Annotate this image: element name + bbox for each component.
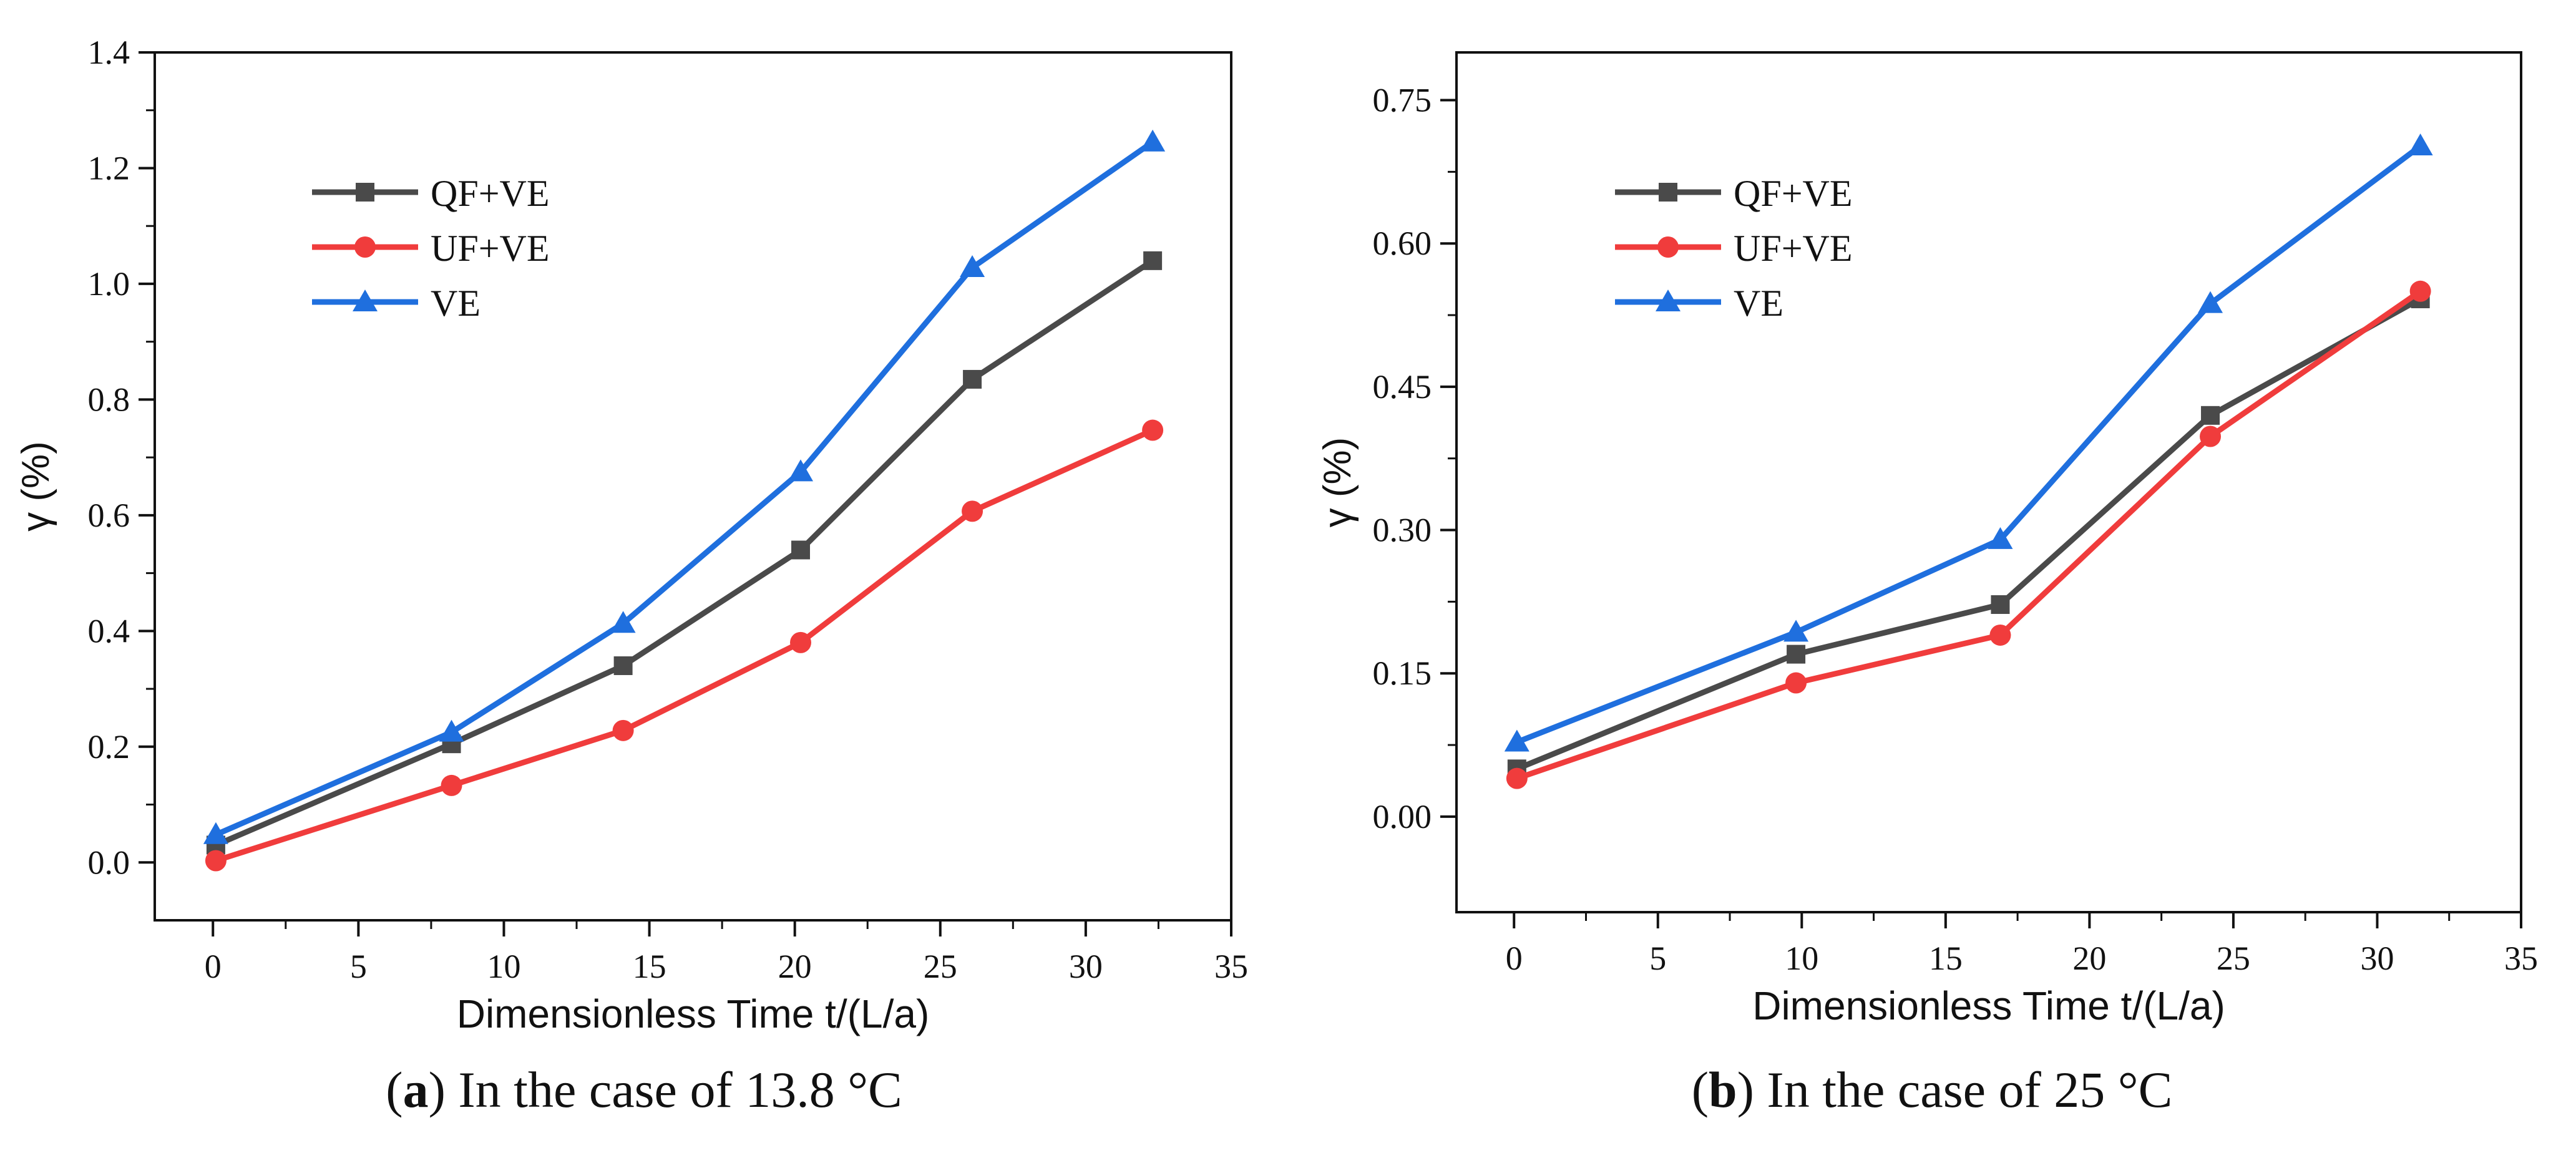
y-tick-label-a-1: 0.2 bbox=[88, 728, 130, 766]
data-point-b-VE-2 bbox=[1988, 527, 2013, 549]
caption-b: (b) In the case of 25 °C bbox=[1691, 1061, 2173, 1118]
x-tick-label-a-1: 5 bbox=[350, 948, 367, 985]
data-point-b-UF+VE-1 bbox=[1785, 672, 1807, 694]
chart-panel-b: 0 5 10 15 20 25 30 35 0.00 0.15 0.30 0.45 0.60 0.75 Di… bbox=[1288, 0, 2576, 1153]
legend-marker-b-1 bbox=[1657, 236, 1679, 258]
series-line-a-VE bbox=[215, 140, 1154, 837]
y-tick-label-a-7: 1.4 bbox=[88, 34, 130, 71]
caption-a-letter: a bbox=[402, 1061, 429, 1118]
y-tick-label-a-3: 0.6 bbox=[88, 497, 130, 534]
data-point-a-UF+VE-3 bbox=[790, 631, 811, 653]
x-tick-label-a-2: 10 bbox=[487, 948, 520, 985]
data-point-b-QF+VE-2 bbox=[1991, 595, 2010, 614]
x-tick-label-a-0: 0 bbox=[205, 948, 222, 985]
data-point-a-VE-0 bbox=[203, 822, 228, 844]
data-point-a-VE-1 bbox=[439, 719, 464, 742]
data-point-a-UF+VE-0 bbox=[205, 850, 227, 872]
y-axis-title-a: γ (%) bbox=[14, 441, 57, 532]
x-tick-label-b-1: 5 bbox=[1649, 940, 1666, 977]
y-tick-label-b-2: 0.30 bbox=[1373, 512, 1432, 549]
series-line-b-QF+VE bbox=[1516, 296, 2422, 772]
data-point-a-QF+VE-5 bbox=[1143, 251, 1163, 270]
chart-b: 0 5 10 15 20 25 30 35 0.00 0.15 0.30 0.45 0.60 0.75 Di… bbox=[1316, 51, 2538, 1028]
x-axis-title-b: Dimensionless Time t/(L/a) bbox=[1752, 983, 2225, 1028]
x-axis-title-a: Dimensionless Time t/(L/a) bbox=[457, 991, 930, 1036]
data-point-b-VE-0 bbox=[1504, 729, 1530, 752]
y-tick-label-b-5: 0.75 bbox=[1373, 82, 1432, 119]
data-point-b-UF+VE-4 bbox=[2409, 280, 2431, 302]
x-tick-label-b-6: 30 bbox=[2360, 940, 2394, 977]
legend-marker-a-2 bbox=[353, 289, 378, 311]
data-point-a-UF+VE-2 bbox=[612, 719, 634, 741]
x-tick-label-b-2: 10 bbox=[1785, 940, 1818, 977]
x-tick-label-a-3: 15 bbox=[633, 948, 666, 985]
data-point-b-UF+VE-3 bbox=[2200, 426, 2222, 447]
x-tick-label-b-7: 35 bbox=[2504, 940, 2538, 977]
data-point-a-UF+VE-1 bbox=[441, 774, 462, 796]
y-tick-label-a-2: 0.4 bbox=[88, 612, 130, 649]
x-tick-label-a-4: 20 bbox=[778, 948, 812, 985]
legend-label-b-2: VE bbox=[1734, 283, 1783, 324]
data-point-a-VE-5 bbox=[1140, 129, 1166, 152]
plot-frame-b bbox=[1455, 51, 2522, 913]
legend-marker-b-2 bbox=[1656, 289, 1681, 311]
caption-b-text: ) In the case of 25 °C bbox=[1737, 1061, 2173, 1118]
y-tick-label-b-0: 0.00 bbox=[1373, 798, 1432, 835]
legend-label-a-0: QF+VE bbox=[431, 173, 550, 214]
legend-label-b-0: QF+VE bbox=[1734, 173, 1853, 214]
x-tick-label-b-0: 0 bbox=[1506, 940, 1523, 977]
x-tick-label-b-4: 20 bbox=[2072, 940, 2106, 977]
data-point-b-VE-3 bbox=[2198, 291, 2223, 313]
legend-marker-a-1 bbox=[354, 236, 376, 258]
x-tick-label-a-7: 35 bbox=[1214, 948, 1248, 985]
data-point-b-QF+VE-1 bbox=[1787, 645, 1806, 664]
x-tick-label-b-3: 15 bbox=[1929, 940, 1963, 977]
caption-a-text: ) In the case of 13.8 °C bbox=[428, 1061, 902, 1118]
data-point-a-VE-4 bbox=[960, 255, 985, 277]
caption-b-letter: b bbox=[1709, 1061, 1737, 1118]
data-point-b-QF+VE-3 bbox=[2201, 406, 2220, 425]
y-axis-title-b: γ (%) bbox=[1316, 437, 1359, 528]
y-tick-label-b-1: 0.15 bbox=[1373, 654, 1432, 692]
data-point-b-VE-1 bbox=[1783, 620, 1809, 642]
legend-label-a-2: VE bbox=[431, 283, 481, 324]
data-point-b-VE-4 bbox=[2408, 134, 2433, 156]
y-tick-label-b-3: 0.45 bbox=[1373, 368, 1432, 406]
x-tick-label-b-5: 25 bbox=[2217, 940, 2250, 977]
chart-a: 0 5 10 15 20 25 30 35 0.0 0.2 0.4 0.6 0.8 1.0 1.2 1.4 Di… bbox=[14, 34, 1248, 1036]
data-point-a-UF+VE-4 bbox=[962, 500, 983, 522]
caption-a: (a) In the case of 13.8 °C bbox=[386, 1061, 902, 1118]
data-point-b-UF+VE-0 bbox=[1506, 767, 1528, 789]
series-line-a-QF+VE bbox=[215, 258, 1154, 848]
data-point-b-UF+VE-2 bbox=[1989, 624, 2011, 646]
data-point-a-QF+VE-3 bbox=[791, 540, 810, 560]
y-tick-label-a-4: 0.8 bbox=[88, 381, 130, 418]
plot-frame-a bbox=[154, 51, 1232, 922]
data-point-a-QF+VE-2 bbox=[613, 656, 633, 675]
series-line-a-UF+VE bbox=[215, 427, 1154, 864]
y-tick-label-a-0: 0.0 bbox=[88, 844, 130, 881]
chart-panel-a: 0 5 10 15 20 25 30 35 0.0 0.2 0.4 0.6 0.8 1.0 1.2 1.4 Di… bbox=[14, 34, 1248, 1118]
legend-label-a-1: UF+VE bbox=[431, 228, 550, 269]
series-line-b-VE bbox=[1516, 144, 2422, 745]
legend-label-b-1: UF+VE bbox=[1734, 228, 1853, 269]
data-point-a-VE-3 bbox=[788, 459, 813, 482]
y-tick-label-b-4: 0.60 bbox=[1373, 225, 1432, 262]
y-tick-label-a-6: 1.2 bbox=[88, 149, 130, 187]
data-point-a-VE-2 bbox=[610, 611, 636, 633]
legend-marker-b-0 bbox=[1659, 183, 1677, 202]
series-line-b-UF+VE bbox=[1516, 289, 2422, 781]
y-tick-label-a-5: 1.0 bbox=[88, 265, 130, 303]
legend-marker-a-0 bbox=[356, 183, 374, 202]
x-tick-label-a-6: 30 bbox=[1069, 948, 1103, 985]
data-point-a-UF+VE-5 bbox=[1142, 419, 1164, 441]
data-point-a-QF+VE-4 bbox=[963, 369, 982, 389]
x-tick-label-a-5: 25 bbox=[924, 948, 957, 985]
